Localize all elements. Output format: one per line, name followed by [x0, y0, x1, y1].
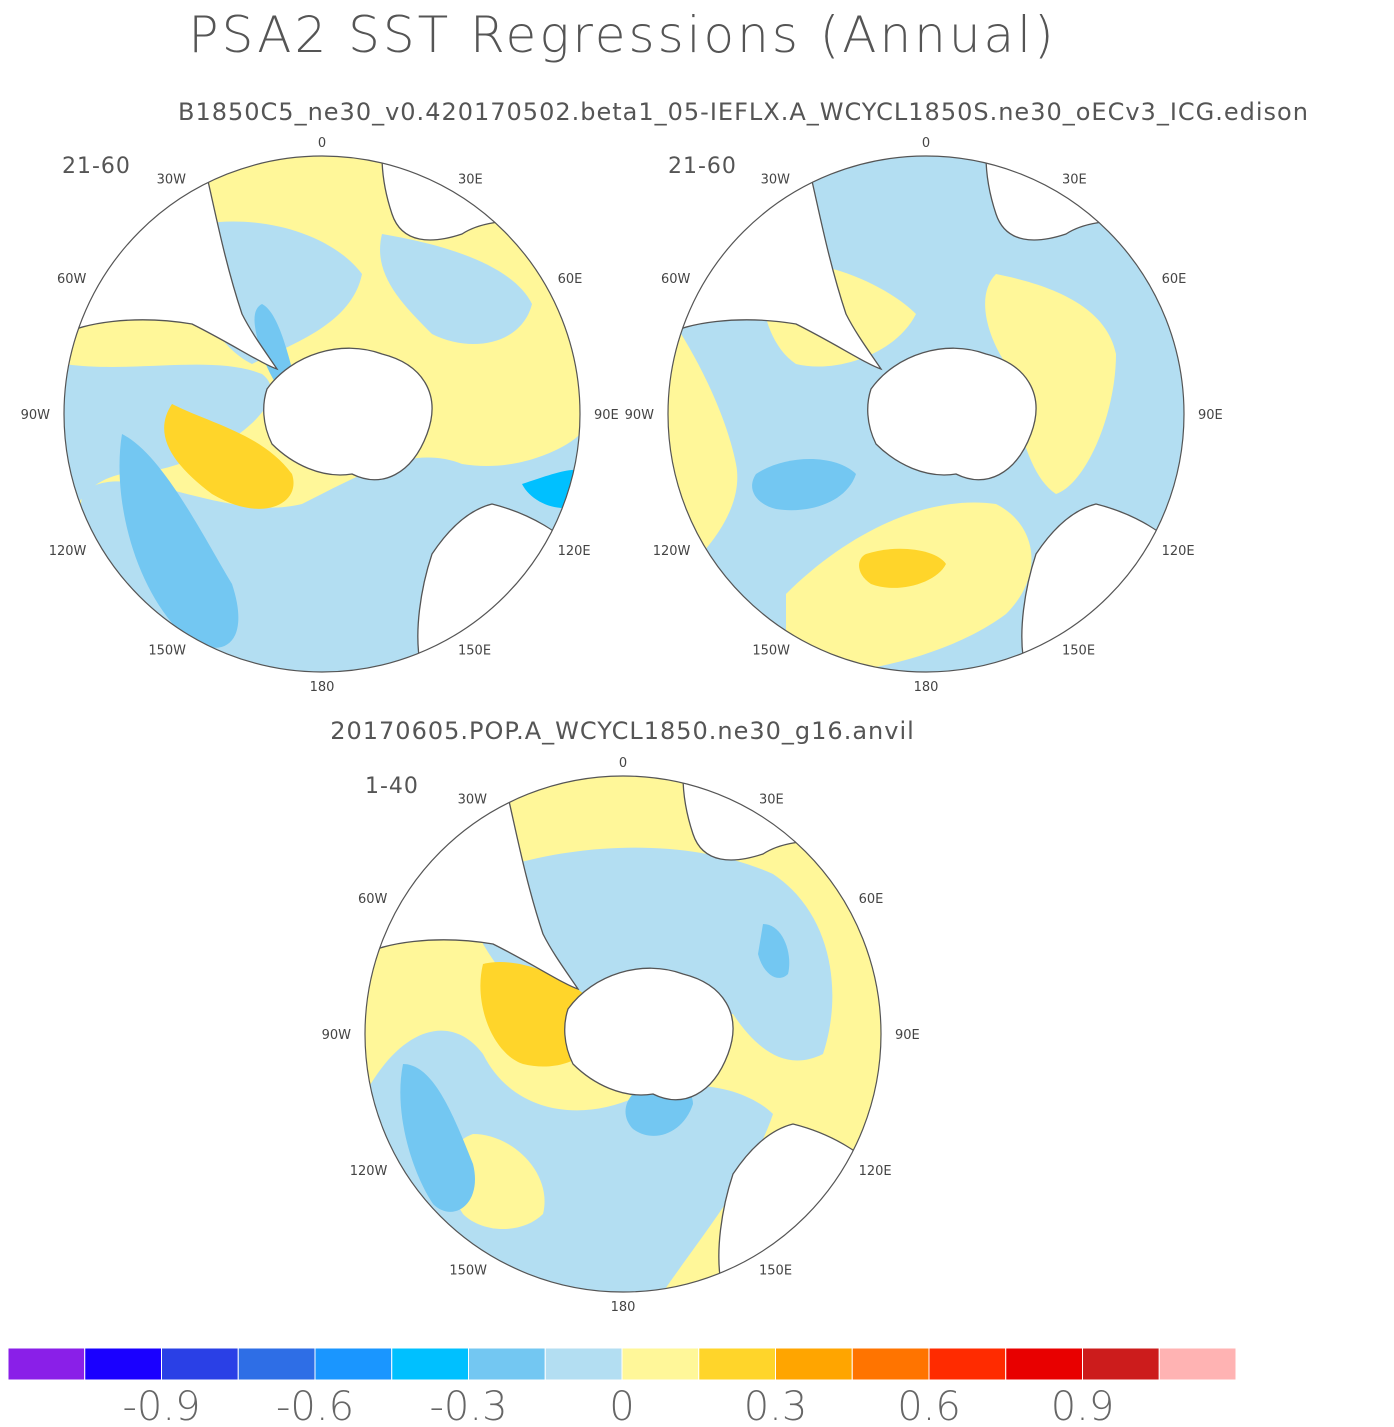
colorbar-tick-label: 0.9	[1051, 1384, 1115, 1427]
colorbar-swatch	[7, 1347, 86, 1381]
lon-label: 0	[922, 136, 930, 151]
colorbar-swatch	[161, 1347, 239, 1381]
lon-label: 60W	[661, 272, 691, 287]
antarctica	[867, 347, 1037, 481]
lon-label: 90E	[1198, 408, 1223, 423]
lon-label: 150W	[752, 644, 790, 659]
antarctica	[564, 967, 734, 1101]
negative-region	[119, 434, 239, 648]
colorbar-swatch	[851, 1347, 930, 1381]
lon-label: 60W	[358, 892, 388, 907]
colorbar-swatch	[314, 1347, 393, 1381]
colorbar-tick-label: -0.6	[276, 1384, 354, 1427]
colorbar-swatch	[698, 1347, 776, 1381]
lon-label: 150E	[759, 1264, 792, 1279]
lon-label: 60E	[558, 272, 583, 287]
lon-label: 30W	[458, 792, 488, 807]
lon-label: 120E	[558, 544, 591, 559]
colorbar-swatch	[775, 1347, 853, 1381]
chart-title: PSA2 SST Regressions (Annual)	[188, 6, 1057, 64]
lon-label: 120W	[350, 1164, 388, 1179]
colorbar-swatch	[391, 1347, 469, 1381]
panel-subtitle-top: B1850C5_ne30_v0.420170502.beta1_05-IEFLX…	[178, 98, 1309, 126]
colorbar-tick-label: -0.9	[122, 1384, 200, 1427]
lon-label: 60W	[57, 272, 87, 287]
negative-region	[752, 459, 856, 511]
lon-label: 150W	[148, 644, 186, 659]
lon-label: 30W	[761, 172, 791, 187]
lon-label: 90W	[322, 1028, 352, 1043]
lon-label: 120W	[49, 544, 87, 559]
panel-2-year-label: 21-60	[668, 154, 737, 179]
colorbar-swatch	[237, 1347, 316, 1381]
colorbar-swatch	[1005, 1347, 1083, 1381]
antarctica	[263, 347, 433, 481]
lon-label: 150E	[1062, 644, 1095, 659]
lon-label: 90E	[895, 1028, 920, 1043]
colorbar: -0.9 -0.6 -0.3 0 0.3 0.6 0.9	[7, 1347, 1237, 1427]
lon-label: 30E	[759, 792, 784, 807]
panel-subtitle-bottom: 20170605.POP.A_WCYCL1850.ne30_g16.anvil	[330, 717, 915, 745]
lon-label: 90E	[594, 408, 619, 423]
negative-region	[400, 1064, 475, 1212]
panel-3-year-label: 1-40	[365, 774, 419, 799]
lon-label: 60E	[859, 892, 884, 907]
lon-label: 180	[611, 1300, 636, 1315]
colorbar-swatch	[928, 1347, 1007, 1381]
lon-label: 120E	[1162, 544, 1195, 559]
positive-region	[449, 1134, 545, 1229]
lon-label: 90W	[21, 408, 51, 423]
positive-region	[985, 274, 1116, 494]
negative-region	[64, 364, 272, 554]
colorbar-swatch	[84, 1347, 162, 1381]
lon-label: 30E	[1062, 172, 1087, 187]
map-panel-1: 0 30E 60E 90E 120E 150E 180 150W 120W 90W 60W 30W	[21, 136, 619, 695]
positive-region	[164, 404, 294, 509]
colorbar-swatch	[468, 1347, 546, 1381]
colorbar-swatch	[544, 1347, 623, 1381]
lon-label: 180	[914, 680, 939, 695]
lon-label: 90W	[625, 408, 655, 423]
negative-region	[380, 234, 532, 344]
lon-label: 0	[619, 756, 627, 771]
colorbar-swatch	[1158, 1347, 1237, 1381]
lon-label: 0	[318, 136, 326, 151]
lon-label: 30W	[157, 172, 187, 187]
positive-region	[859, 548, 946, 588]
panel-1-year-label: 21-60	[62, 154, 131, 179]
map-panel-3: 0 30E 60E 90E 120E 150E 180 150W 120W 90W 60W 30W	[322, 756, 920, 1315]
lon-label: 30E	[458, 172, 483, 187]
positive-region	[786, 502, 1032, 672]
map-panel-2: 0 30E 60E 90E 120E 150E 180 150W 120W 90W 60W 30W	[625, 136, 1223, 695]
colorbar-tick-label: 0.6	[897, 1384, 961, 1427]
colorbar-swatch	[1082, 1347, 1160, 1381]
lon-label: 120E	[859, 1164, 892, 1179]
colorbar-tick-label: 0	[609, 1384, 634, 1427]
lon-label: 120W	[653, 544, 691, 559]
negative-region	[758, 924, 790, 978]
lon-label: 150W	[449, 1264, 487, 1279]
lon-label: 180	[310, 680, 335, 695]
colorbar-swatch	[621, 1347, 700, 1381]
colorbar-tick-label: 0.3	[744, 1384, 808, 1427]
lon-label: 60E	[1162, 272, 1187, 287]
colorbar-tick-label: -0.3	[429, 1384, 507, 1427]
lon-label: 150E	[458, 644, 491, 659]
